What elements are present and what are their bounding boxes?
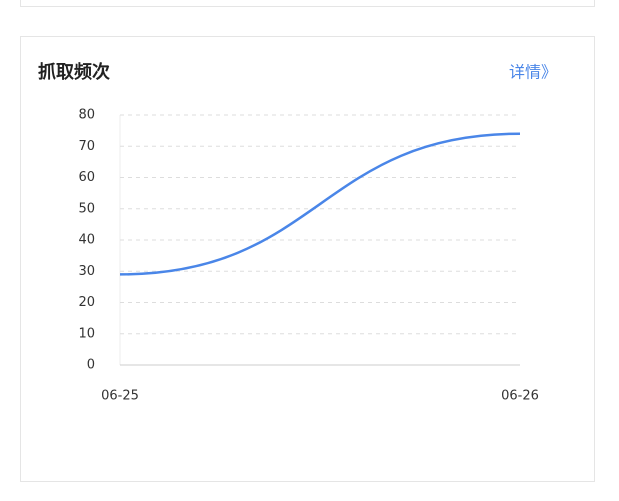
y-tick-label: 60 [78,170,95,185]
y-tick-label: 40 [78,233,95,248]
previous-card [20,0,595,7]
details-link[interactable]: 详情》 [509,63,557,82]
y-tick-label: 30 [78,264,95,279]
y-tick-label: 0 [87,358,95,373]
y-tick-label: 70 [78,139,95,154]
x-tick-label: 06-25 [101,389,139,404]
crawl-frequency-card [20,36,595,482]
y-tick-label: 10 [78,326,95,341]
line [119,132,521,276]
x-tick-label: 06-26 [501,389,539,404]
card-title: 抓取频次 [38,61,110,83]
y-tick-label: 80 [78,108,95,123]
y-tick-label: 50 [78,201,95,216]
y-tick-label: 20 [78,295,95,310]
